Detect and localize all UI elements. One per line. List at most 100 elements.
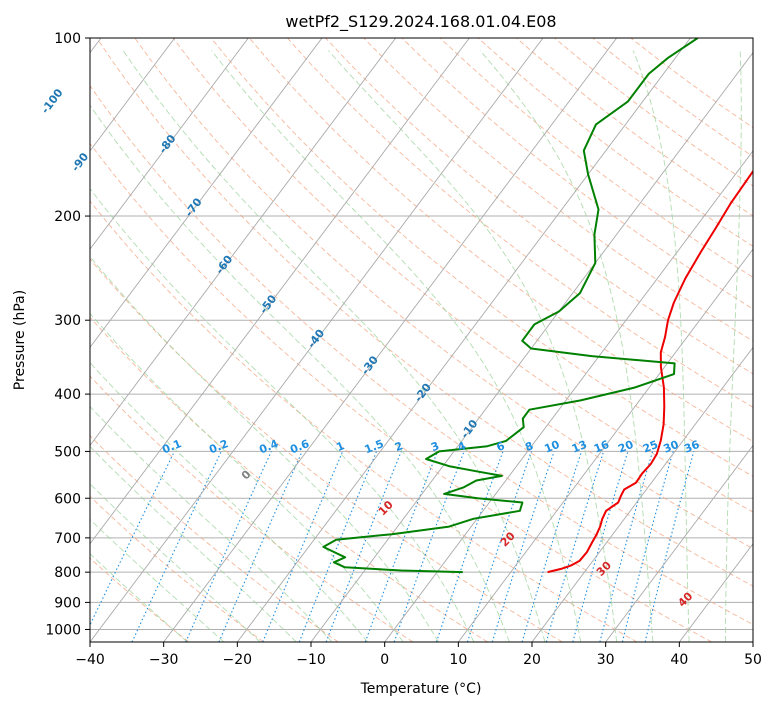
x-tick-label: 30: [597, 652, 615, 668]
y-tick-label: 100: [54, 31, 81, 47]
isotherm-line: [605, 444, 753, 642]
isotherm-line: [310, 51, 753, 642]
plot-frame: [89, 37, 754, 643]
mixing-ratio-line: [262, 451, 344, 642]
x-tick-label: −30: [149, 652, 179, 668]
moist-adiabat: [90, 255, 439, 642]
mixing-ratio-line: [298, 451, 378, 642]
x-tick-label: 20: [523, 652, 541, 668]
y-tick-label: 300: [54, 313, 81, 329]
dry-adiabat: [90, 142, 712, 642]
mixing-ratio-line: [466, 451, 533, 642]
isotherm-line: [457, 248, 753, 642]
mixing-ratio-label: 16: [592, 438, 611, 456]
dry-adiabat: [90, 557, 190, 642]
dry-adiabat: [363, 38, 753, 342]
x-axis: −40 −30 −20 −10 0 10 20 30 40 50: [75, 642, 762, 668]
dry-adiabat: [96, 38, 753, 587]
mixing-ratio-line: [599, 451, 654, 642]
x-tick-label: −10: [296, 652, 326, 668]
y-tick-label: 800: [54, 565, 81, 581]
isotherm-line: [90, 38, 176, 152]
mixing-ratio-line: [364, 451, 439, 642]
mixing-ratio-label: 20: [616, 438, 635, 456]
mixing-ratio-line: [572, 451, 629, 642]
moist-adiabat: [328, 50, 618, 642]
mixing-ratio-label: 10: [542, 438, 561, 456]
isotherm-line: [90, 38, 397, 447]
x-tick-label: −40: [75, 652, 105, 668]
isotherm-line: [90, 38, 544, 642]
plot-background: [90, 38, 753, 642]
isotherm-line: [236, 38, 691, 642]
moist-adiabat: [90, 188, 475, 642]
moist-adiabat: [90, 104, 510, 642]
isotherm-line: [90, 38, 470, 545]
y-tick-label: 200: [54, 209, 81, 225]
moist-adiabat: [90, 362, 369, 642]
dry-adiabat: [90, 85, 753, 626]
mixing-ratio-line: [521, 451, 583, 642]
mixing-ratio-label: 1: [334, 439, 346, 454]
isotherms: [90, 38, 753, 642]
x-tick-label: 40: [670, 652, 688, 668]
moist-adiabat: [725, 50, 742, 642]
dry-adiabat: [90, 258, 563, 642]
mixing-ratio-line: [325, 451, 402, 642]
mixing-ratio-line: [545, 451, 605, 642]
moist-adiabat: [90, 405, 333, 642]
isotherm-line: [163, 38, 618, 642]
mixing-ratio-line: [218, 451, 303, 642]
y-axis-label: Pressure (hPa): [12, 290, 28, 390]
dry-adiabat: [90, 435, 339, 642]
mixing-ratio-line: [491, 451, 555, 642]
mixing-ratio-label: 8: [523, 439, 535, 454]
mixing-ratio-label: 36: [682, 438, 701, 456]
moist-adiabat: [90, 483, 261, 642]
dry-adiabat: [90, 200, 638, 642]
y-axis: 100 200 300 400 500 600 700 800 900 1000: [45, 31, 90, 638]
profiles: [322, 38, 753, 574]
mixing-ratio-label: 13: [570, 438, 589, 456]
y-tick-label: 500: [54, 444, 81, 460]
dry-adiabat: [172, 38, 753, 513]
isotherm-label: -100: [39, 86, 66, 116]
mixing-ratio-line: [435, 451, 504, 642]
x-tick-label: 50: [744, 652, 762, 668]
moist-adiabat: [90, 312, 404, 642]
y-tick-label: 1000: [45, 622, 81, 638]
moist-adiabat: [632, 50, 690, 642]
dewpoint-profile: [322, 38, 699, 574]
chart-title: wetPf2_S129.2024.168.01.04.E08: [285, 12, 556, 32]
mixing-ratio-label: 3: [429, 439, 441, 454]
x-tick-label: −20: [223, 652, 253, 668]
moist-adiabat: [122, 50, 546, 642]
dry-adiabat: [401, 38, 753, 310]
mixing-ratio-label: 25: [641, 438, 660, 456]
x-tick-label: 0: [380, 652, 389, 668]
isotherm-line: [752, 641, 753, 642]
isotherm-line: [90, 38, 249, 250]
y-tick-label: 900: [54, 595, 81, 611]
grid-lines: [90, 38, 753, 630]
temperature-profile: [547, 169, 753, 574]
isotherm-line: [531, 346, 753, 642]
mixing-ratio-line: [185, 451, 272, 642]
isotherm-line: [90, 38, 323, 349]
dry-adiabat: [325, 38, 753, 375]
mixing-ratio-label: 30: [661, 438, 680, 456]
x-axis-label: Temperature (°C): [360, 681, 482, 697]
isotherm-label: -90: [69, 150, 92, 174]
mixing-ratio-label: 2: [393, 439, 405, 454]
x-tick-label: 10: [449, 652, 467, 668]
moist-adiabat: [479, 50, 654, 642]
y-tick-label: 600: [54, 491, 81, 507]
isotherm-line: [384, 150, 753, 642]
y-tick-label: 400: [54, 387, 81, 403]
dry-adiabat: [248, 38, 753, 442]
dry-adiabat: [90, 316, 488, 642]
dry-adiabat: [210, 38, 753, 477]
mixing-ratio-line: [621, 451, 674, 642]
y-tick-label: 700: [54, 531, 81, 547]
